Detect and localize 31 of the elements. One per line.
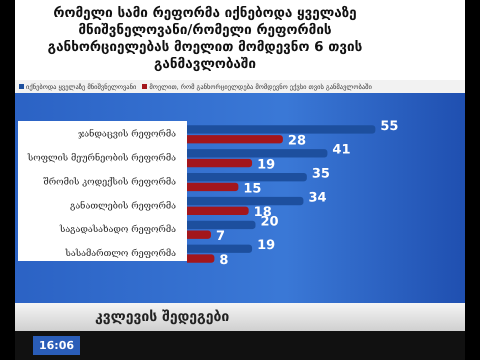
bar [187, 244, 252, 253]
bar [187, 149, 328, 158]
bar [187, 182, 238, 192]
y-tick-label: ჯანდაცვის რეფორმა [78, 128, 176, 140]
bar [187, 220, 256, 230]
data-label: 7 [216, 229, 226, 244]
data-label: 8 [219, 252, 228, 268]
bar [187, 125, 376, 134]
y-tick-label: საგადასახადო რეფორმა [58, 224, 176, 236]
bar [187, 158, 252, 168]
data-label: 28 [288, 134, 306, 149]
text: 16:06 [33, 336, 80, 355]
data-label: 34 [308, 190, 327, 206]
text: კვლევის შედეგები [95, 309, 230, 325]
data-label: 19 [257, 238, 276, 254]
bar [187, 196, 304, 206]
bar [187, 173, 307, 182]
bar [187, 206, 249, 215]
data-label: 55 [380, 118, 398, 134]
data-label: 35 [312, 166, 330, 182]
chart-title: რომელი სამი რეფორმა იქნებოდა ყველაზე მნიშვნელოვანი/რომელი რეფორმის განხორციელებას მოელით მომდევნო 6 თვის განმავლობაში [46, 5, 364, 73]
y-tick-label: სასამართლო რეფორმა [64, 248, 176, 260]
data-label: 19 [257, 157, 276, 172]
data-label: 41 [332, 142, 351, 158]
y-tick-label: სოფლის მეურნეობის რეფორმა [26, 152, 176, 164]
bar [187, 135, 283, 144]
bar [187, 230, 211, 239]
bar [187, 254, 214, 263]
y-tick-label: განათლების რეფორმა [70, 200, 176, 212]
data-label: 15 [243, 181, 262, 196]
y-tick-label: შრომის კოდექსის რეფორმა [43, 176, 176, 188]
